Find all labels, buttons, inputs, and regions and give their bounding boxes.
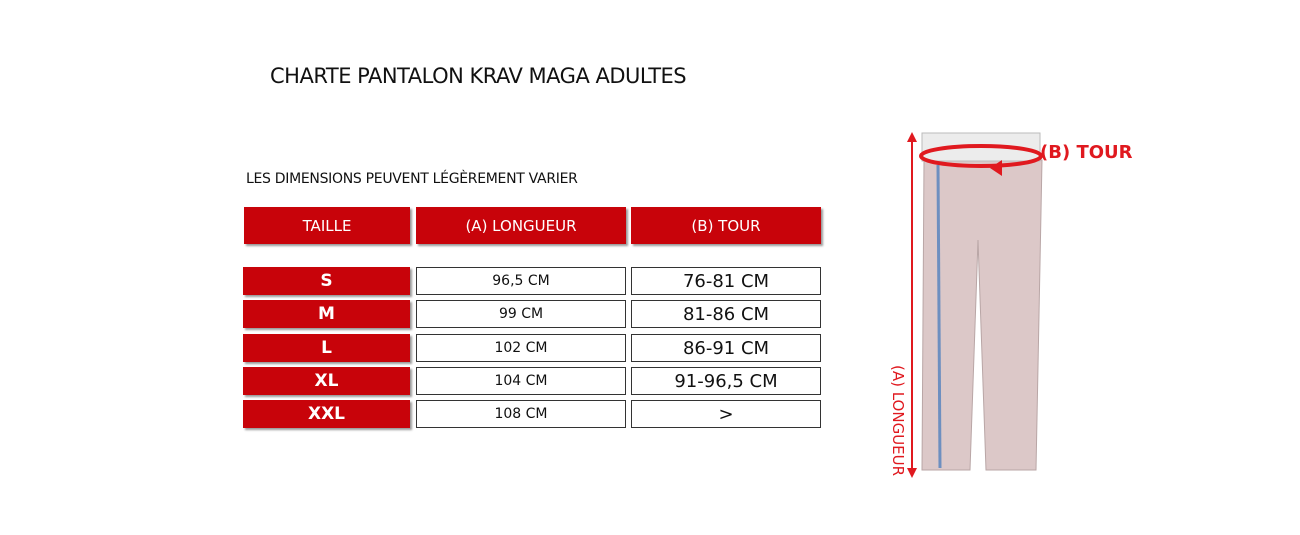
title: CHARTE PANTALON KRAV MAGA ADULTES (270, 64, 687, 88)
value-cell: 76-81 CM (631, 267, 821, 295)
value-cell: 81-86 CM (631, 300, 821, 328)
pants (921, 159, 1043, 471)
value-cell: 104 CM (416, 367, 626, 395)
length-label: (A) LONGUEUR (889, 365, 907, 476)
value-cell: 99 CM (416, 300, 626, 328)
value-cell: 86-91 CM (631, 334, 821, 362)
value-cell: 91-96,5 CM (631, 367, 821, 395)
arrow-head (990, 160, 1002, 176)
value-cell: 108 CM (416, 400, 626, 428)
stripe (936, 164, 942, 469)
header-cell: (A) LONGUEUR (416, 207, 626, 244)
value-cell: 102 CM (416, 334, 626, 362)
size-cell: M (243, 300, 410, 328)
waist-label: (B) TOUR (1040, 142, 1133, 163)
size-cell: L (243, 334, 410, 362)
header-cell: TAILLE (244, 207, 410, 244)
size-cell: XXL (243, 400, 410, 428)
size-cell: XL (243, 367, 410, 395)
size-cell: S (243, 267, 410, 295)
header-cell: (B) TOUR (631, 207, 821, 244)
value-cell: > (631, 400, 821, 428)
value-cell: 96,5 CM (416, 267, 626, 295)
subtitle: LES DIMENSIONS PEUVENT LÉGÈREMENT VARIER (246, 171, 578, 187)
waist-arrow (919, 144, 1043, 168)
